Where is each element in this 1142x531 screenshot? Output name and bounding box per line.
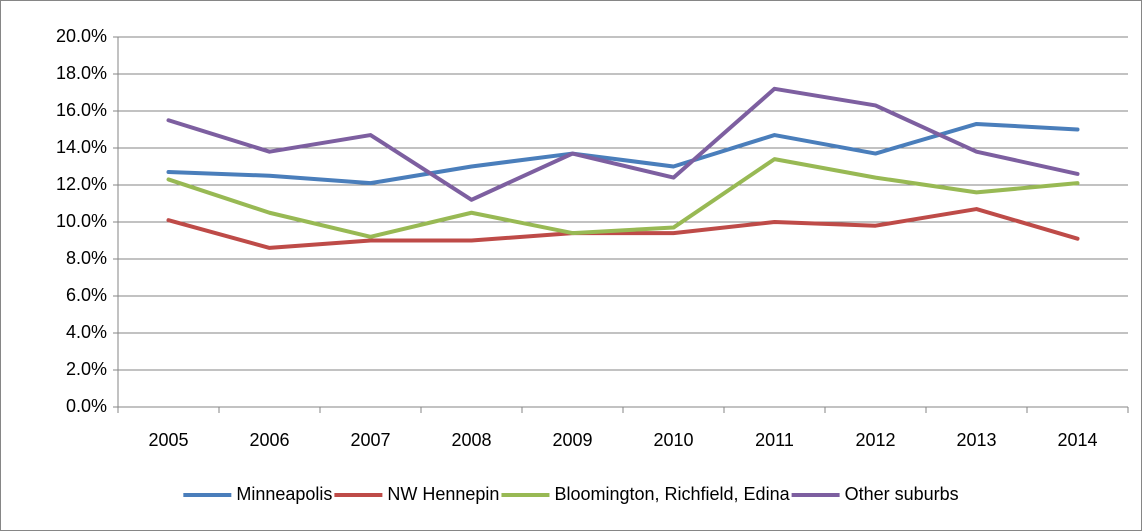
x-tick-label: 2011 — [755, 430, 794, 450]
y-tick-label: 0.0% — [66, 396, 107, 416]
y-tick-label: 6.0% — [66, 285, 107, 305]
x-tick-label: 2007 — [350, 430, 390, 450]
y-tick-label: 10.0% — [56, 211, 107, 231]
y-tick-label: 2.0% — [66, 359, 107, 379]
x-tick-label: 2006 — [249, 430, 289, 450]
y-tick-label: 12.0% — [56, 174, 107, 194]
line-series — [166, 86, 1080, 202]
line-series — [166, 121, 1080, 186]
x-tick-label: 2010 — [653, 430, 693, 450]
y-tick-label: 18.0% — [56, 63, 107, 83]
y-tick-label: 14.0% — [56, 137, 107, 157]
legend-label: NW Hennepin — [387, 484, 499, 504]
x-tick-label: 2005 — [148, 430, 188, 450]
line-series — [166, 157, 1080, 239]
legend-label: Bloomington, Richfield, Edina — [554, 484, 790, 504]
y-tick-label: 20.0% — [56, 26, 107, 46]
x-tick-label: 2008 — [451, 430, 491, 450]
line-series — [166, 207, 1080, 250]
y-tick-label: 16.0% — [56, 100, 107, 120]
y-tick-label: 8.0% — [66, 248, 107, 268]
legend-label: Minneapolis — [236, 484, 332, 504]
x-tick-label: 2014 — [1057, 430, 1097, 450]
legend-label: Other suburbs — [845, 484, 959, 504]
x-tick-label: 2009 — [552, 430, 592, 450]
x-tick-label: 2012 — [855, 430, 895, 450]
y-tick-label: 4.0% — [66, 322, 107, 342]
x-tick-label: 2013 — [956, 430, 996, 450]
